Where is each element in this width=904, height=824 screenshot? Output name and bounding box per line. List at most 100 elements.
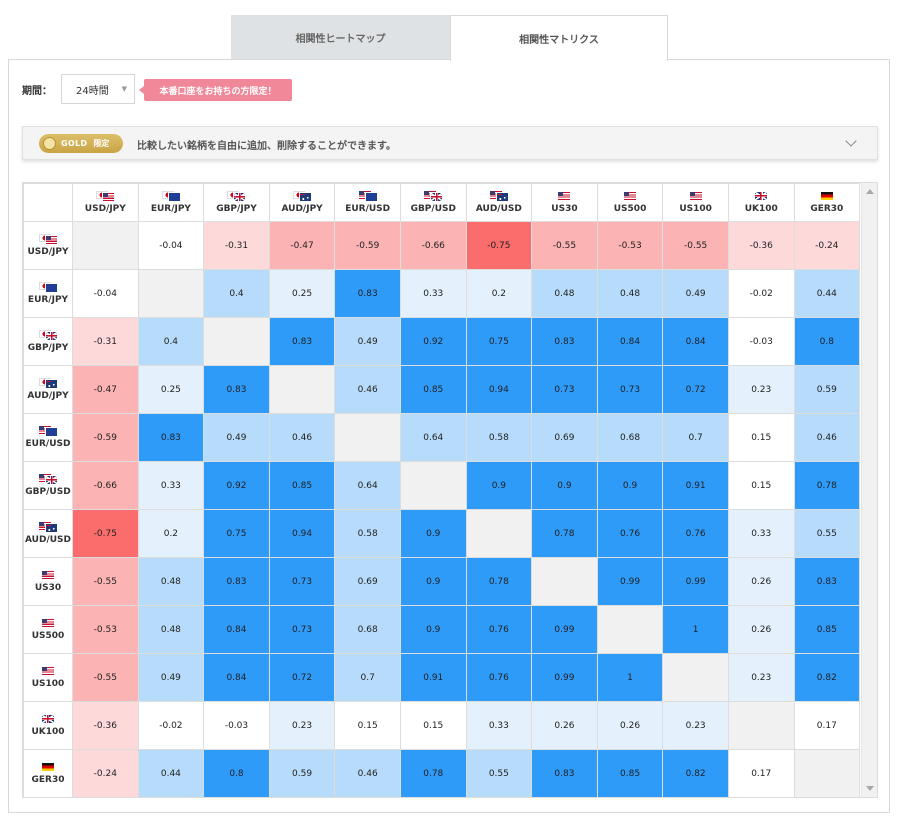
correlation-cell: -0.36 bbox=[727, 221, 795, 270]
column-header: AUD/USD bbox=[465, 183, 533, 222]
diagonal-cell bbox=[596, 605, 664, 654]
correlation-cell: 0.46 bbox=[334, 749, 401, 797]
correlation-cell: 0.49 bbox=[203, 413, 270, 462]
correlation-cell: 0.23 bbox=[727, 365, 795, 414]
au-jp-flag-icon bbox=[293, 190, 312, 201]
column-header: GBP/USD bbox=[399, 183, 467, 222]
gold-badge-suffix: 限定 bbox=[93, 139, 110, 148]
period-label: 期間： bbox=[22, 86, 52, 97]
correlation-matrix: USD/JPY EUR/JPY GBP/JPY AUD/JPY EUR/USD GBP/U… bbox=[22, 182, 878, 798]
period-select[interactable]: 24時間 ▼ bbox=[61, 74, 135, 104]
scroll-down-arrow-icon[interactable] bbox=[866, 786, 874, 791]
correlation-cell: 0.26 bbox=[531, 701, 598, 750]
correlation-cell: 0.7 bbox=[334, 653, 401, 702]
row-header: AUD/JPY bbox=[23, 365, 73, 414]
column-symbol: GBP/USD bbox=[410, 204, 456, 215]
correlation-cell: -0.55 bbox=[531, 221, 598, 270]
column-symbol: EUR/JPY bbox=[150, 204, 191, 215]
correlation-cell: -0.03 bbox=[203, 701, 270, 750]
correlation-cell: 0.15 bbox=[334, 701, 401, 750]
correlation-cell: 0.26 bbox=[727, 557, 795, 606]
correlation-cell: 0.23 bbox=[268, 701, 336, 750]
correlation-cell: 0.76 bbox=[662, 509, 729, 558]
correlation-cell: -0.02 bbox=[137, 701, 205, 750]
correlation-cell: 0.83 bbox=[531, 317, 598, 366]
correlation-cell: 0.73 bbox=[268, 605, 336, 654]
column-header: US100 bbox=[662, 183, 729, 222]
correlation-cell: -0.47 bbox=[72, 365, 139, 414]
correlation-cell: 0.59 bbox=[268, 749, 336, 797]
matrix-body: USD/JPY -0.04 -0.31 -0.47 -0.59 -0.66 -0.75 -0.… bbox=[23, 221, 861, 797]
correlation-cell: 0.48 bbox=[137, 605, 205, 654]
row-header: EUR/USD bbox=[23, 413, 73, 462]
matrix-row: GER30 -0.24 0.44 0.8 0.59 0.46 0.78 0.55 0.83 0.8… bbox=[23, 749, 861, 797]
correlation-cell: 0.84 bbox=[596, 317, 664, 366]
correlation-cell: -0.66 bbox=[72, 461, 139, 510]
vertical-scrollbar[interactable] bbox=[861, 183, 877, 797]
row-header: US100 bbox=[23, 653, 73, 702]
row-header: US30 bbox=[23, 557, 73, 606]
gb-flag-icon bbox=[42, 714, 54, 723]
diagonal-cell bbox=[268, 365, 336, 414]
correlation-cell: 0.46 bbox=[268, 413, 336, 462]
correlation-cell: 0.91 bbox=[662, 461, 729, 510]
diagonal-cell bbox=[399, 461, 467, 510]
correlation-cell: 0.17 bbox=[793, 701, 861, 750]
row-symbol: US30 bbox=[34, 583, 62, 593]
row-header: US500 bbox=[23, 605, 73, 654]
gb-flag-icon bbox=[755, 191, 768, 200]
correlation-cell: 0.69 bbox=[334, 557, 401, 606]
column-header: UK100 bbox=[727, 183, 795, 222]
diagonal-cell bbox=[72, 221, 139, 270]
correlation-cell: 0.46 bbox=[334, 365, 401, 414]
diagonal-cell bbox=[531, 557, 598, 606]
column-symbol: GBP/JPY bbox=[216, 204, 257, 215]
correlation-cell: 0.75 bbox=[465, 317, 533, 366]
correlation-cell: -0.24 bbox=[72, 749, 139, 797]
correlation-cell: 0.15 bbox=[727, 413, 795, 462]
row-symbol: GBP/JPY bbox=[27, 343, 69, 354]
correlation-cell: 0.85 bbox=[268, 461, 336, 510]
de-flag-icon bbox=[42, 762, 54, 771]
column-header: US30 bbox=[531, 183, 598, 222]
correlation-cell: 0.83 bbox=[203, 557, 270, 606]
correlation-cell: 0.83 bbox=[793, 557, 861, 606]
correlation-cell: 0.84 bbox=[662, 317, 729, 366]
us-jp-flag-icon bbox=[96, 190, 115, 201]
us-flag-icon bbox=[42, 666, 54, 675]
correlation-cell: 0.9 bbox=[399, 557, 467, 606]
correlation-cell: 0.83 bbox=[334, 269, 401, 318]
correlation-cell: 0.84 bbox=[203, 605, 270, 654]
correlation-cell: 0.55 bbox=[465, 749, 533, 797]
correlation-cell: -0.59 bbox=[72, 413, 139, 462]
correlation-cell: 0.83 bbox=[203, 365, 270, 414]
us-flag-icon bbox=[42, 570, 54, 579]
chevron-down-icon[interactable] bbox=[845, 135, 857, 147]
banner-text: 比較したい銘柄を自由に追加、削除することができます。 bbox=[137, 141, 396, 152]
correlation-cell: 0.73 bbox=[268, 557, 336, 606]
diagonal-cell bbox=[465, 509, 533, 558]
column-symbol: US30 bbox=[551, 204, 578, 214]
correlation-cell: 0.76 bbox=[465, 653, 533, 702]
correlation-cell: 0.17 bbox=[727, 749, 795, 797]
eu-us-flag-icon bbox=[358, 190, 377, 201]
scroll-thumb[interactable] bbox=[865, 199, 874, 781]
correlation-cell: 0.85 bbox=[596, 749, 664, 797]
matrix-row: GBP/USD -0.66 0.33 0.92 0.85 0.64 0.9 0.9 0.9 0.9… bbox=[23, 461, 861, 510]
column-header: USD/JPY bbox=[72, 183, 139, 222]
customize-banner[interactable]: GOLD 限定 比較したい銘柄を自由に追加、削除することができます。 bbox=[22, 126, 878, 160]
correlation-cell: 0.76 bbox=[596, 509, 664, 558]
row-symbol: US500 bbox=[31, 631, 65, 641]
correlation-cell: 0.2 bbox=[465, 269, 533, 318]
gb-us-flag-icon bbox=[424, 190, 443, 201]
correlation-cell: 0.9 bbox=[399, 605, 467, 654]
correlation-cell: -0.66 bbox=[399, 221, 467, 270]
tab-correlation-matrix[interactable]: 相関性マトリクス bbox=[450, 15, 668, 61]
tab-label: 相関性ヒートマップ bbox=[295, 33, 386, 45]
correlation-cell: 0.4 bbox=[203, 269, 270, 318]
tab-correlation-heatmap[interactable]: 相関性ヒートマップ bbox=[231, 15, 450, 59]
correlation-cell: 0.49 bbox=[662, 269, 729, 318]
scroll-up-arrow-icon[interactable] bbox=[866, 189, 874, 194]
column-header: EUR/USD bbox=[334, 183, 401, 222]
correlation-cell: -0.04 bbox=[137, 221, 205, 270]
